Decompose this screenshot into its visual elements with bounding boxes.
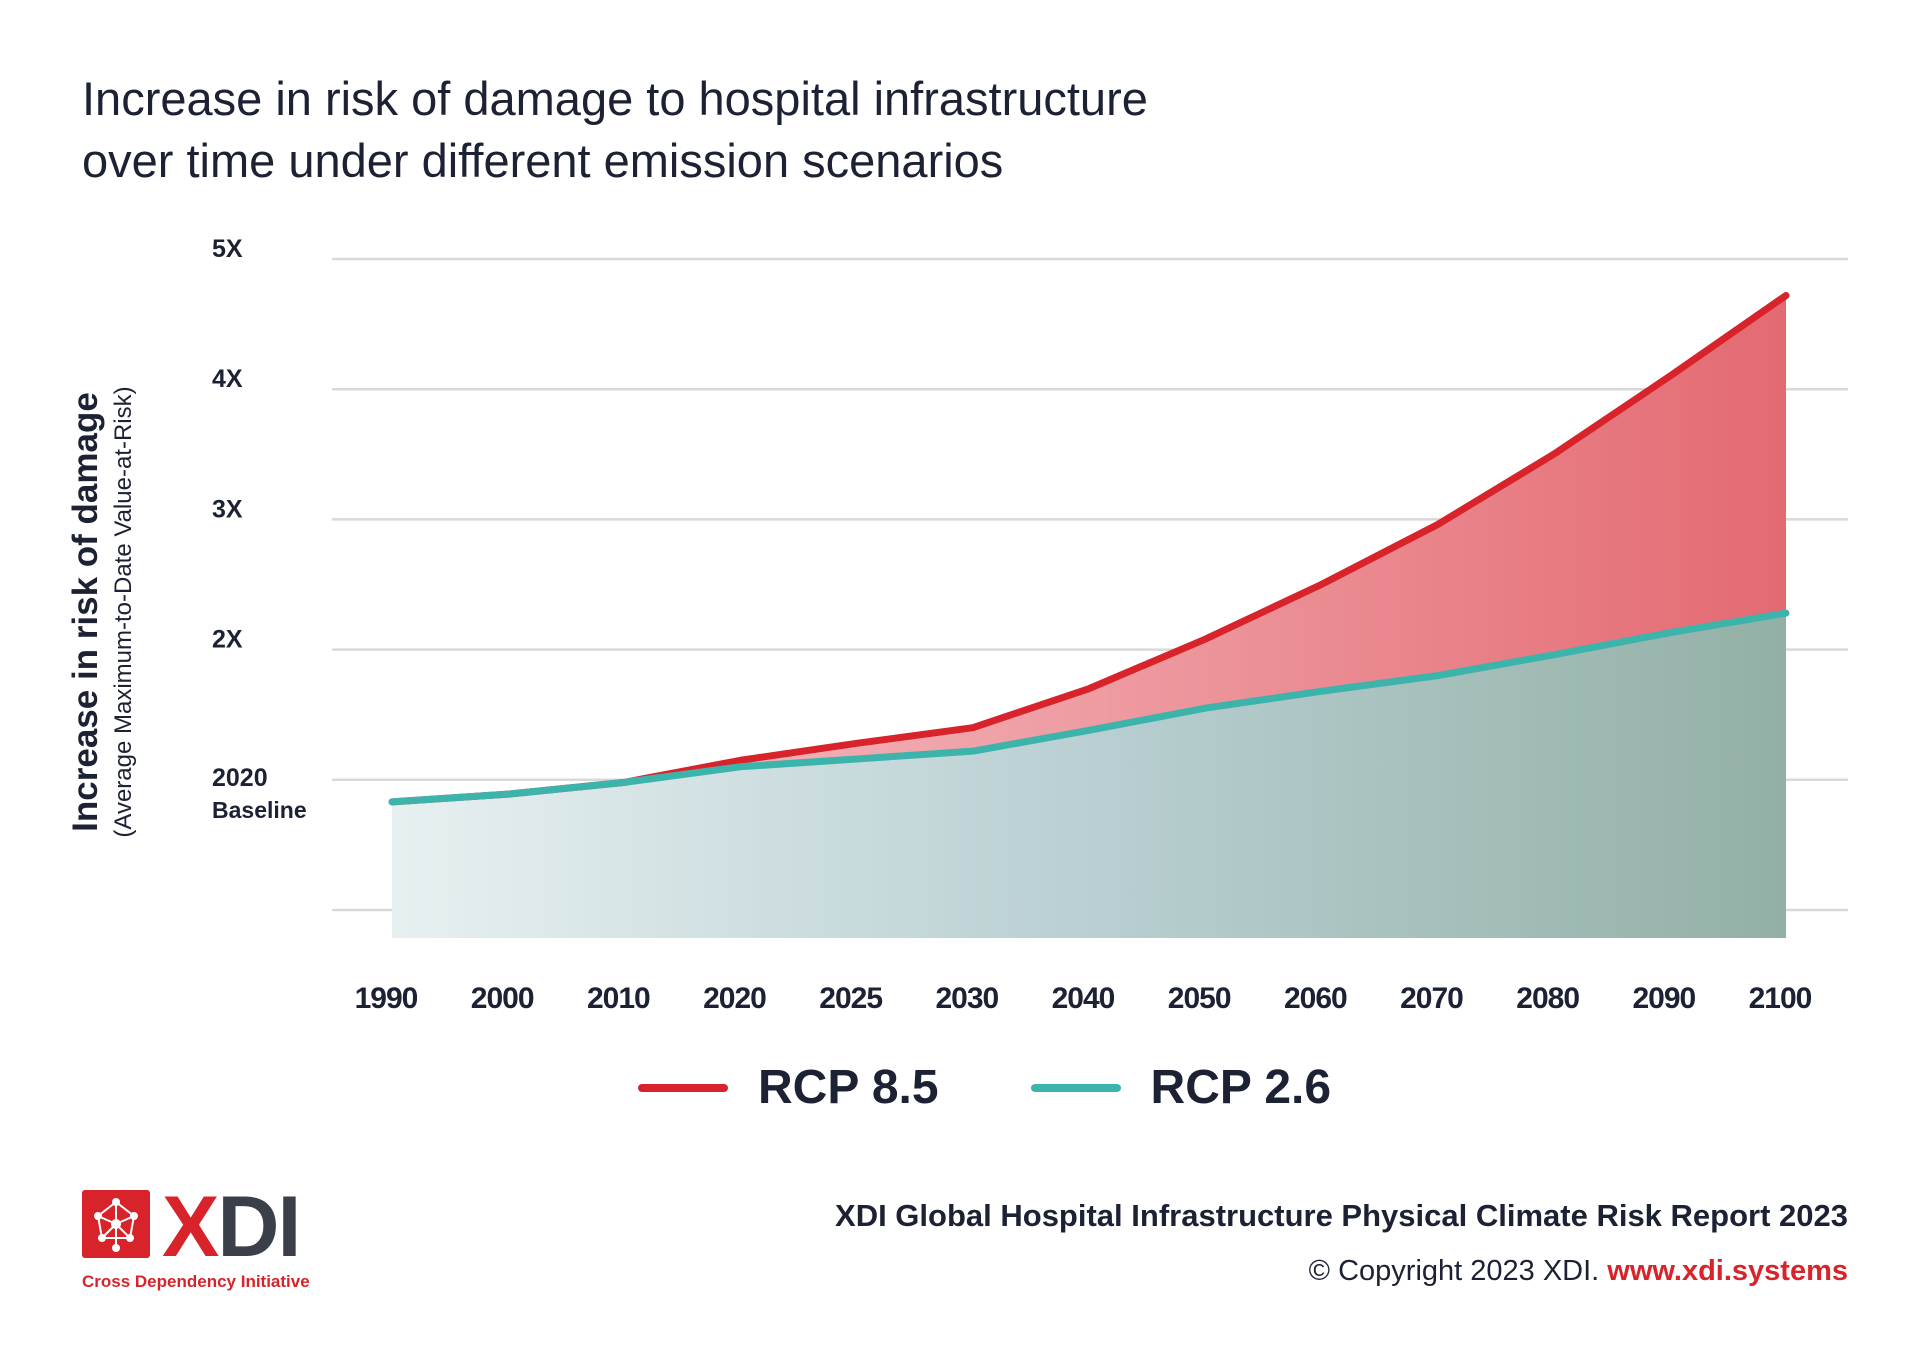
legend-item-rcp85: RCP 8.5 [638,1060,939,1115]
x-tick-label: 2025 [819,982,882,1015]
network-icon [82,1190,150,1258]
rcp26-line [388,609,1790,806]
x-tick-label: 2000 [471,982,534,1015]
x-tick-label: 2070 [1400,982,1463,1015]
x-tick-label: 2010 [587,982,650,1015]
x-tick-label: 2060 [1284,982,1347,1015]
website-link[interactable]: www.xdi.systems [1607,1255,1848,1287]
x-tick-label: 2100 [1749,982,1812,1015]
rcp26-area [392,613,1786,938]
logo-wordmark: XDI [162,1178,301,1277]
chart-legend: RCP 8.5 RCP 2.6 [638,1060,1423,1115]
x-tick-label: 2030 [935,982,998,1015]
x-tick-label: 2020 [703,982,766,1015]
chart-title-line2: over time under different emission scena… [82,134,1004,187]
legend-label-rcp26: RCP 2.6 [1150,1061,1332,1114]
report-title: XDI Global Hospital Infrastructure Physi… [835,1198,1848,1233]
logo-subtitle: Cross Dependency Initiative [82,1272,310,1291]
x-tick-label: 2050 [1168,982,1231,1015]
x-tick-label: 2090 [1632,982,1695,1015]
legend-item-rcp26: RCP 2.6 [1030,1060,1332,1115]
legend-swatch-rcp85 [638,1083,728,1092]
logo-wordmark-di: DI [217,1179,301,1275]
xdi-logo[interactable]: XDI Cross Dependency Initiative [82,1179,322,1291]
y-tick-label: 4X [212,365,243,393]
chart-title-line1: Increase in risk of damage to hospital i… [82,72,1148,125]
legend-swatch-rcp26 [1030,1083,1121,1092]
y-tick-label: 2X [212,626,243,654]
y-tick-label: Baseline [212,797,307,823]
chart-title: Increase in risk of damage to hospital i… [82,68,1482,192]
x-tick-label: 2040 [1052,982,1115,1015]
y-tick-label: 5X [212,235,243,263]
x-tick-label: 1990 [355,982,418,1015]
copyright-text: © Copyright 2023 XDI. [1308,1255,1600,1287]
x-tick-label: 2080 [1516,982,1579,1015]
legend-label-rcp85: RCP 8.5 [758,1061,939,1114]
y-tick-label: 2020 [212,764,268,792]
y-tick-label: 3X [212,495,243,523]
copyright-line: © Copyright 2023 XDI. www.xdi.systems [1309,1255,1848,1288]
logo-wordmark-x: X [162,1179,219,1275]
